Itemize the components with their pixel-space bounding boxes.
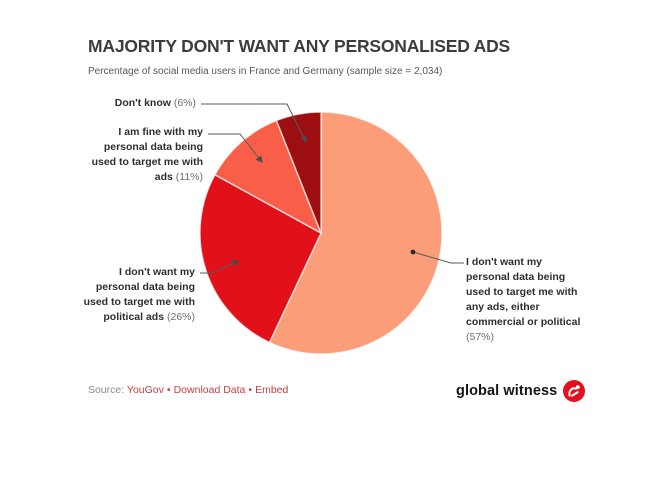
pie-slice-2[interactable] — [214, 119, 322, 234]
slice-label-political-ads: I don't want my personal data being used… — [84, 265, 195, 325]
download-data-link[interactable]: Download Data — [173, 384, 246, 396]
source-link-yougov[interactable]: YouGov — [126, 384, 164, 396]
source-line: Source: YouGov • Download Data • Embed — [88, 384, 288, 396]
pie-slice-3[interactable] — [275, 111, 322, 234]
slice-label-fine-with-ads: I am fine with my personal data being us… — [92, 125, 203, 185]
slice-label-pct: (26%) — [164, 311, 195, 323]
global-witness-logo[interactable]: global witness — [456, 380, 586, 402]
source-prefix: Source: — [88, 384, 125, 396]
slice-label-pct: (11%) — [172, 171, 203, 183]
separator-dot: • — [166, 384, 171, 396]
slice-label-text: I don't want my personal data being used… — [466, 256, 581, 328]
slice-label-text: I am fine with my personal data being us… — [91, 126, 203, 183]
slice-label-text: I don't want my personal data being used… — [83, 266, 195, 323]
slice-label-pct: (6%) — [170, 97, 196, 109]
slice-label-pct: (57%) — [466, 331, 495, 343]
leader-line-political-ads — [200, 260, 240, 274]
slice-label-dont-know: Don't know (6%) — [115, 96, 196, 111]
separator-dot: • — [248, 384, 253, 396]
leader-line-any-ads — [410, 249, 464, 264]
leader-line-fine-with-ads — [208, 133, 263, 163]
leader-lines — [200, 103, 464, 274]
chart-subtitle: Percentage of social media users in Fran… — [88, 66, 443, 77]
slice-label-text: Don't know — [114, 97, 171, 109]
slice-label-any-ads: I don't want my personal data being used… — [466, 255, 580, 345]
chart-title: MAJORITY DON'T WANT ANY PERSONALISED ADS — [88, 36, 511, 56]
embed-link[interactable]: Embed — [255, 384, 289, 396]
leader-line-dont-know — [201, 103, 307, 144]
logo-text: global witness — [456, 383, 558, 399]
global-witness-logo-icon — [563, 380, 586, 402]
pie-slices — [199, 111, 443, 355]
